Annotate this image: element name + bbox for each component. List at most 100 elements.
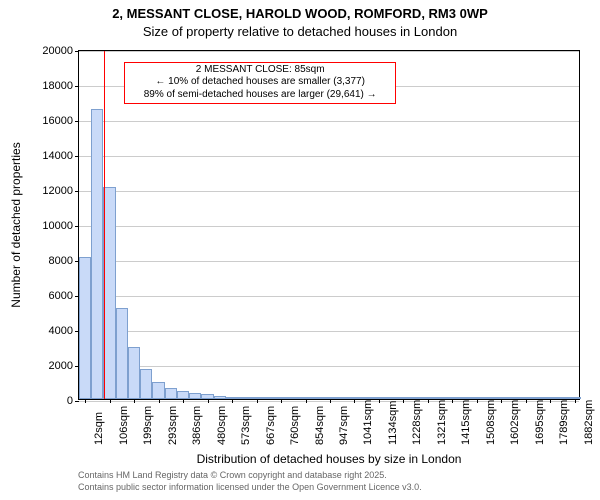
histogram-bar	[532, 397, 544, 399]
x-tick	[85, 399, 86, 403]
x-tick-label: 293sqm	[163, 406, 179, 445]
gridline	[79, 331, 579, 332]
annotation-box: 2 MESSANT CLOSE: 85sqm← 10% of detached …	[124, 62, 396, 104]
y-tick-label: 14000	[42, 150, 79, 162]
x-tick-label: 1695sqm	[530, 400, 546, 445]
histogram-bar	[434, 397, 446, 399]
gridline	[79, 121, 579, 122]
y-tick-label: 8000	[49, 255, 79, 267]
histogram-bar	[287, 397, 299, 399]
y-tick-label: 18000	[42, 80, 79, 92]
x-tick	[403, 399, 404, 403]
caption-line1: Contains HM Land Registry data © Crown c…	[78, 470, 580, 480]
histogram-bar	[361, 397, 373, 399]
x-tick-label: 1041sqm	[358, 400, 374, 445]
gridline	[79, 401, 579, 402]
x-tick	[232, 399, 233, 403]
x-tick	[550, 399, 551, 403]
x-tick	[257, 399, 258, 403]
x-tick-label: 1508sqm	[481, 400, 497, 445]
y-tick-label: 16000	[42, 115, 79, 127]
y-tick-label: 12000	[42, 185, 79, 197]
x-tick	[281, 399, 282, 403]
x-tick-label: 1882sqm	[579, 400, 595, 445]
x-tick-label: 1321sqm	[432, 400, 448, 445]
x-tick	[183, 399, 184, 403]
x-tick	[354, 399, 355, 403]
y-tick-label: 10000	[42, 220, 79, 232]
y-tick-label: 20000	[42, 45, 79, 57]
histogram-bar	[177, 391, 189, 399]
x-tick	[428, 399, 429, 403]
x-tick-label: 1134sqm	[383, 401, 399, 445]
caption-line2: Contains public sector information licen…	[78, 482, 580, 492]
histogram-bar	[263, 397, 275, 399]
x-tick-label: 12sqm	[89, 412, 105, 445]
histogram-bar	[238, 397, 250, 399]
x-tick-label: 199sqm	[138, 406, 154, 445]
property-size-chart: 2, MESSANT CLOSE, HAROLD WOOD, ROMFORD, …	[0, 0, 600, 500]
gridline	[79, 226, 579, 227]
gridline	[79, 296, 579, 297]
x-tick-label: 1789sqm	[554, 400, 570, 445]
x-tick-label: 947sqm	[334, 406, 350, 445]
y-tick-label: 6000	[49, 290, 79, 302]
x-tick	[330, 399, 331, 403]
x-tick-label: 760sqm	[285, 406, 301, 445]
chart-title-line2: Size of property relative to detached ho…	[0, 24, 600, 39]
annotation-line: ← 10% of detached houses are smaller (3,…	[129, 76, 391, 89]
histogram-bar	[410, 397, 422, 399]
gridline	[79, 51, 579, 52]
histogram-bar	[557, 397, 569, 399]
histogram-bar	[152, 382, 164, 400]
histogram-bar	[103, 187, 115, 399]
x-tick	[477, 399, 478, 403]
x-tick	[110, 399, 111, 403]
histogram-bar	[128, 347, 140, 400]
x-tick	[575, 399, 576, 403]
histogram-bar	[459, 397, 471, 399]
x-tick	[526, 399, 527, 403]
y-tick-label: 4000	[49, 325, 79, 337]
x-tick	[134, 399, 135, 403]
x-tick-label: 573sqm	[236, 406, 252, 445]
x-tick	[379, 399, 380, 403]
x-tick-label: 480sqm	[212, 406, 228, 445]
histogram-bar	[165, 388, 177, 399]
x-tick-label: 667sqm	[261, 406, 277, 445]
x-tick-label: 1228sqm	[407, 400, 423, 445]
histogram-bar	[189, 393, 201, 399]
x-tick-label: 106sqm	[114, 406, 130, 445]
x-axis-label: Distribution of detached houses by size …	[78, 452, 580, 466]
x-tick-label: 854sqm	[310, 406, 326, 445]
x-tick	[159, 399, 160, 403]
histogram-bar	[79, 257, 91, 399]
histogram-bar	[312, 397, 324, 399]
histogram-bar	[483, 397, 495, 399]
x-tick	[208, 399, 209, 403]
gridline	[79, 191, 579, 192]
y-tick-label: 0	[67, 395, 79, 407]
x-tick	[501, 399, 502, 403]
y-tick-label: 2000	[49, 360, 79, 372]
gridline	[79, 366, 579, 367]
x-tick-label: 1602sqm	[505, 400, 521, 445]
histogram-bar	[214, 396, 226, 399]
chart-title-line1: 2, MESSANT CLOSE, HAROLD WOOD, ROMFORD, …	[0, 6, 600, 21]
plot-area: 0200040006000800010000120001400016000180…	[78, 50, 580, 400]
histogram-bar	[385, 397, 397, 399]
marker-line	[104, 51, 105, 399]
x-tick	[452, 399, 453, 403]
annotation-line: 2 MESSANT CLOSE: 85sqm	[129, 64, 391, 77]
histogram-bar	[336, 397, 348, 399]
histogram-bar	[140, 369, 152, 399]
x-tick-label: 386sqm	[187, 406, 203, 445]
gridline	[79, 156, 579, 157]
histogram-bar	[508, 397, 520, 399]
annotation-line: 89% of semi-detached houses are larger (…	[129, 89, 391, 102]
histogram-bar	[116, 308, 128, 399]
histogram-bar	[91, 109, 103, 400]
x-tick-label: 1415sqm	[456, 400, 472, 445]
y-axis-label: Number of detached properties	[9, 125, 23, 325]
x-tick	[306, 399, 307, 403]
